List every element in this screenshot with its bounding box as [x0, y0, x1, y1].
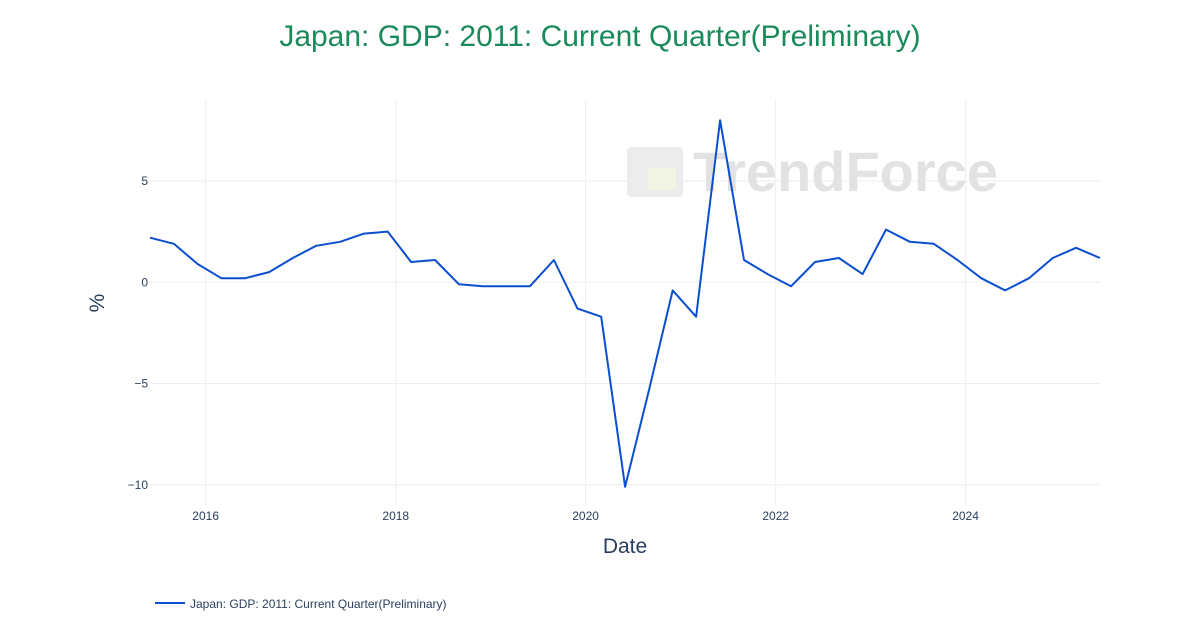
series-layer [149, 119, 1101, 488]
watermark-text: TrendForce [693, 140, 998, 203]
watermark-logo-mark-inner [648, 168, 676, 190]
y-tick-label: 0 [141, 275, 148, 289]
series-line [149, 119, 1101, 488]
legend-label: Japan: GDP: 2011: Current Quarter(Prelim… [190, 597, 447, 611]
legend[interactable]: Japan: GDP: 2011: Current Quarter(Prelim… [155, 597, 447, 611]
x-tick-label: 2016 [192, 509, 219, 523]
y-tick-label: 5 [141, 174, 148, 188]
x-tick-label: 2022 [762, 509, 789, 523]
x-tick-label: 2020 [572, 509, 599, 523]
y-tick-label: −5 [134, 377, 148, 391]
x-axis-title: Date [603, 535, 647, 558]
y-tick-labels: 5 0 −5 −10 [128, 174, 149, 492]
x-tick-labels: 2016 2018 2020 2022 2024 [192, 509, 979, 523]
x-tick-label: 2024 [952, 509, 979, 523]
y-axis-title: % [86, 294, 109, 313]
chart-title: Japan: GDP: 2011: Current Quarter(Prelim… [279, 20, 921, 53]
y-tick-label: −10 [128, 478, 149, 492]
x-tick-label: 2018 [382, 509, 409, 523]
watermark-logo: TrendForce [627, 140, 998, 203]
